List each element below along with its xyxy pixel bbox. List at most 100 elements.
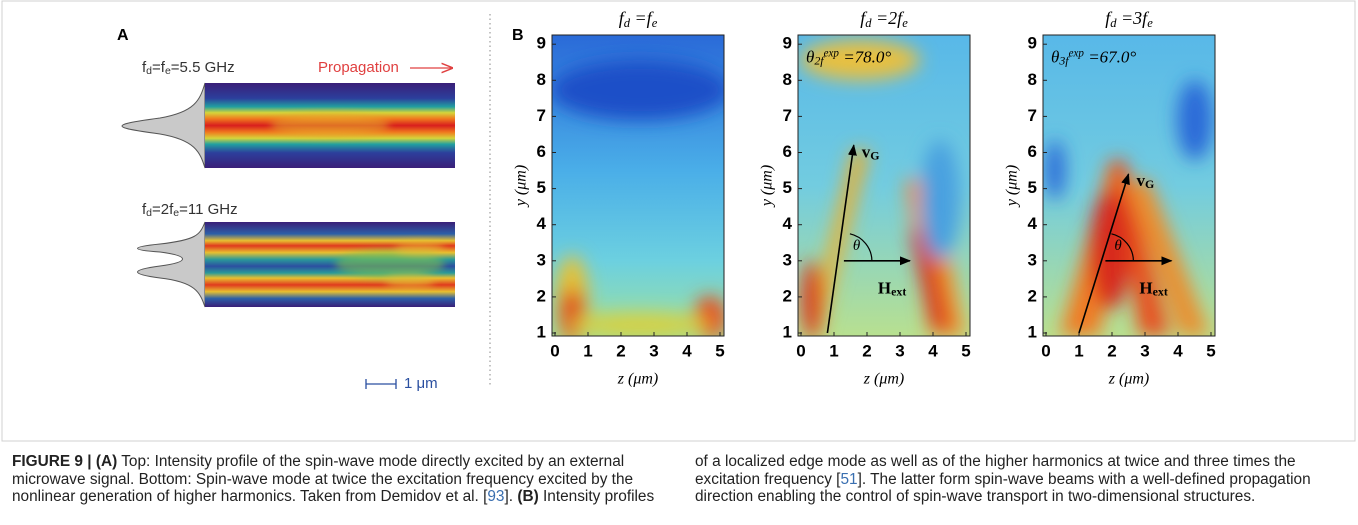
- y-tick-label: 8: [537, 70, 546, 89]
- text-part: =78.0°: [839, 48, 891, 67]
- plot-title: fd =fe: [619, 8, 658, 29]
- text-part: d: [146, 65, 152, 77]
- x-tick-label: 1: [1074, 341, 1083, 360]
- x-tick-label: 1: [583, 341, 592, 360]
- text-part: e: [173, 207, 179, 219]
- y-tick-label: 3: [537, 250, 546, 269]
- y-tick-label: 3: [783, 250, 792, 269]
- x-tick-label: 5: [961, 341, 970, 360]
- mode-label: fd=2fe=11 GHz: [142, 201, 238, 219]
- heat-blob: [802, 260, 822, 336]
- x-tick-label: 3: [895, 341, 904, 360]
- y-axis-label: y (μm): [759, 165, 776, 208]
- caption-text: Intensity profiles of a localized edge m…: [538, 453, 1296, 506]
- y-tick-label: 1: [537, 322, 546, 341]
- heatmap: [552, 35, 724, 336]
- text-part: f: [619, 8, 627, 28]
- text-part: f: [1105, 8, 1113, 28]
- heatmap-features: [800, 40, 965, 336]
- text-part: =67.0°: [1084, 48, 1136, 67]
- text-part: 2f: [814, 54, 825, 68]
- velocity-label: vG: [862, 142, 880, 162]
- theta-label: θ: [853, 238, 861, 254]
- x-tick-label: 4: [682, 341, 692, 360]
- y-tick-label: 4: [537, 214, 547, 233]
- caption: FIGURE 9 | (A) Top: Intensity profile of…: [12, 453, 1346, 506]
- reference-link[interactable]: 51: [840, 470, 858, 488]
- plot-frame: [551, 34, 725, 337]
- y-tick-label: 7: [783, 106, 792, 125]
- x-tick-label: 4: [928, 341, 938, 360]
- heat-blob: [1177, 80, 1213, 160]
- y-tick-label: 6: [537, 142, 546, 161]
- y-tick-label: 8: [1028, 70, 1037, 89]
- heat-beam: [910, 230, 950, 330]
- plot-title: fd =3fe: [1105, 8, 1153, 29]
- x-axis-label: z (μm): [1108, 371, 1149, 388]
- mode-label: fd=fe=5.5 GHz: [142, 59, 235, 77]
- reference-link[interactable]: 93: [487, 488, 505, 506]
- field-label: Hext: [878, 279, 906, 299]
- y-tick-label: 7: [1028, 106, 1037, 125]
- panel-label: B: [512, 27, 524, 44]
- text-part: e: [652, 16, 658, 30]
- text-part: =f: [152, 59, 166, 76]
- y-tick-label: 6: [1028, 142, 1037, 161]
- text-part: d: [1110, 16, 1117, 30]
- text-part: v: [862, 142, 871, 161]
- text-part: exp: [824, 47, 840, 59]
- text-part: =5.5 GHz: [171, 59, 235, 76]
- text-part: =11 GHz: [179, 201, 238, 218]
- y-tick-label: 4: [1028, 214, 1038, 233]
- text-part: =f: [630, 8, 655, 28]
- text-part: d: [146, 207, 152, 219]
- profile: [137, 221, 206, 308]
- x-tick-label: 3: [1140, 341, 1149, 360]
- angle-label: θ3fexp =67.0°: [1051, 47, 1136, 68]
- profile: [121, 82, 206, 169]
- x-axis-label: z (μm): [863, 371, 904, 388]
- angle-arc: [849, 233, 873, 261]
- text-part: d: [624, 16, 631, 30]
- field-label: Hext: [1139, 279, 1167, 299]
- group-velocity-arrow: [1078, 173, 1130, 334]
- velocity-label: vG: [1137, 171, 1155, 191]
- heat-blob: [1045, 140, 1065, 200]
- y-tick-label: 9: [537, 34, 546, 53]
- heat-beam: [1110, 160, 1170, 336]
- text-part: ext: [1153, 285, 1168, 299]
- x-tick-label: 1: [829, 341, 838, 360]
- text-part: e: [902, 16, 908, 30]
- heat-blob: [920, 140, 960, 260]
- text-part: d: [865, 16, 872, 30]
- heatmap: [1043, 35, 1215, 336]
- y-tick-label: 2: [1028, 286, 1037, 305]
- text-part: f: [142, 59, 147, 76]
- propagation-label: Propagation: [318, 59, 399, 76]
- text-part: e: [165, 65, 171, 77]
- map-texture: [335, 242, 445, 288]
- heatmap-features: [552, 60, 724, 336]
- x-tick-label: 3: [649, 341, 658, 360]
- caption-text: ].: [504, 488, 518, 506]
- y-tick-label: 8: [783, 70, 792, 89]
- x-tick-label: 0: [1041, 341, 1050, 360]
- x-tick-label: 2: [616, 341, 625, 360]
- heat-blob: [800, 40, 920, 80]
- group-velocity-arrow: [826, 144, 857, 334]
- y-axis-label: y (μm): [1004, 165, 1021, 208]
- figure: A fd=fe=5.5 GHz Propagation fd=2fe=11 GH…: [1, 0, 1356, 442]
- y-tick-label: 1: [1028, 322, 1037, 341]
- caption-text: (B): [517, 488, 539, 506]
- text-part: H: [878, 279, 891, 298]
- text-part: θ: [1051, 48, 1059, 67]
- plot-frame: [1042, 34, 1216, 337]
- plot-title: fd =2fe: [860, 8, 908, 29]
- text-part: 3f: [1058, 54, 1070, 68]
- y-tick-label: 5: [783, 178, 792, 197]
- text-part: v: [1137, 171, 1146, 190]
- text-part: ext: [891, 285, 906, 299]
- text-part: =2f: [152, 201, 174, 218]
